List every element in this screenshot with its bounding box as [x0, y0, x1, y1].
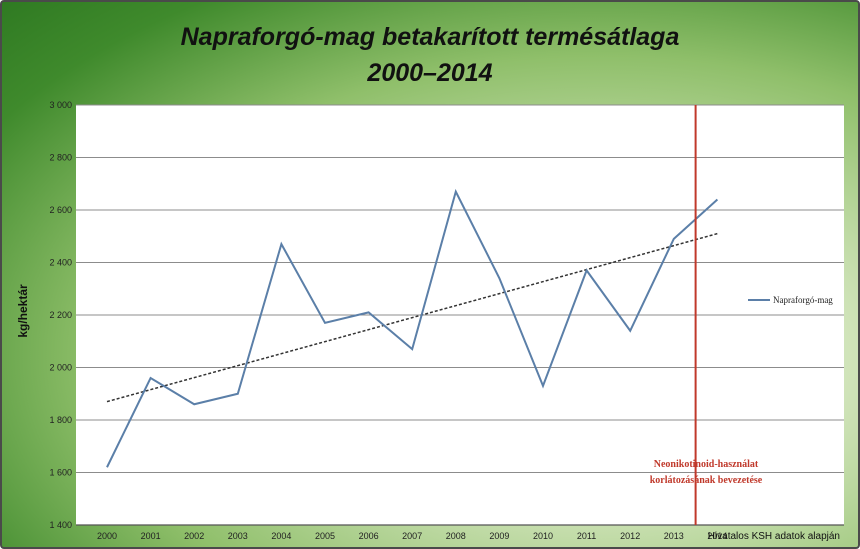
annotation-line-2: korlátozásának bevezetése [650, 475, 763, 486]
chart-title: Napraforgó-mag betakarított termésátlaga [180, 23, 680, 51]
legend: Napraforgó-mag [748, 295, 833, 305]
y-tick-label: 3 000 [49, 100, 72, 110]
x-tick-label: 2002 [184, 531, 204, 541]
grid-lines [76, 104, 844, 526]
y-tick-labels: 1 400 1 600 1 800 2 000 2 200 2 400 2 600 2 800… [49, 100, 72, 530]
y-tick-label: 1 800 [49, 415, 72, 425]
y-tick-label: 2 400 [49, 258, 72, 268]
x-tick-label: 2007 [402, 531, 422, 541]
x-tick-label: 2010 [533, 531, 553, 541]
x-tick-label: 2011 [577, 531, 596, 541]
y-tick-label: 2 600 [49, 205, 72, 215]
y-axis-label: kg/hektár [16, 284, 30, 338]
chart-subtitle: 2000–2014 [367, 59, 493, 87]
y-tick-label: 2 800 [49, 153, 72, 163]
y-tick-label: 2 200 [49, 310, 72, 320]
x-tick-label: 2004 [271, 531, 291, 541]
series-line-napraforgo-mag [106, 188, 719, 468]
y-tick-label: 2 000 [49, 363, 72, 373]
x-tick-label: 2012 [620, 531, 640, 541]
x-tick-label: 2000 [97, 531, 117, 541]
x-tick-label: 2005 [315, 531, 335, 541]
x-tick-label: 2014 [707, 531, 727, 541]
y-tick-label: 1 600 [49, 468, 72, 478]
x-tick-label: 2008 [446, 531, 466, 541]
trend-line [106, 232, 718, 403]
x-tick-label: 2003 [228, 531, 248, 541]
x-tick-label: 2001 [141, 531, 161, 541]
annotation-line-1: Neonikotinoid-használat [654, 459, 759, 470]
x-tick-label: 2006 [359, 531, 379, 541]
y-tick-label: 1 400 [49, 520, 72, 530]
x-tick-label: 2013 [664, 531, 684, 541]
source-note: Hivatalos KSH adatok alapján [708, 531, 840, 542]
x-tick-label: 2009 [489, 531, 509, 541]
x-tick-labels: 2000 2001 2002 2003 2004 2005 2006 2007 2008 2009… [97, 531, 727, 541]
legend-label: Napraforgó-mag [773, 295, 833, 305]
